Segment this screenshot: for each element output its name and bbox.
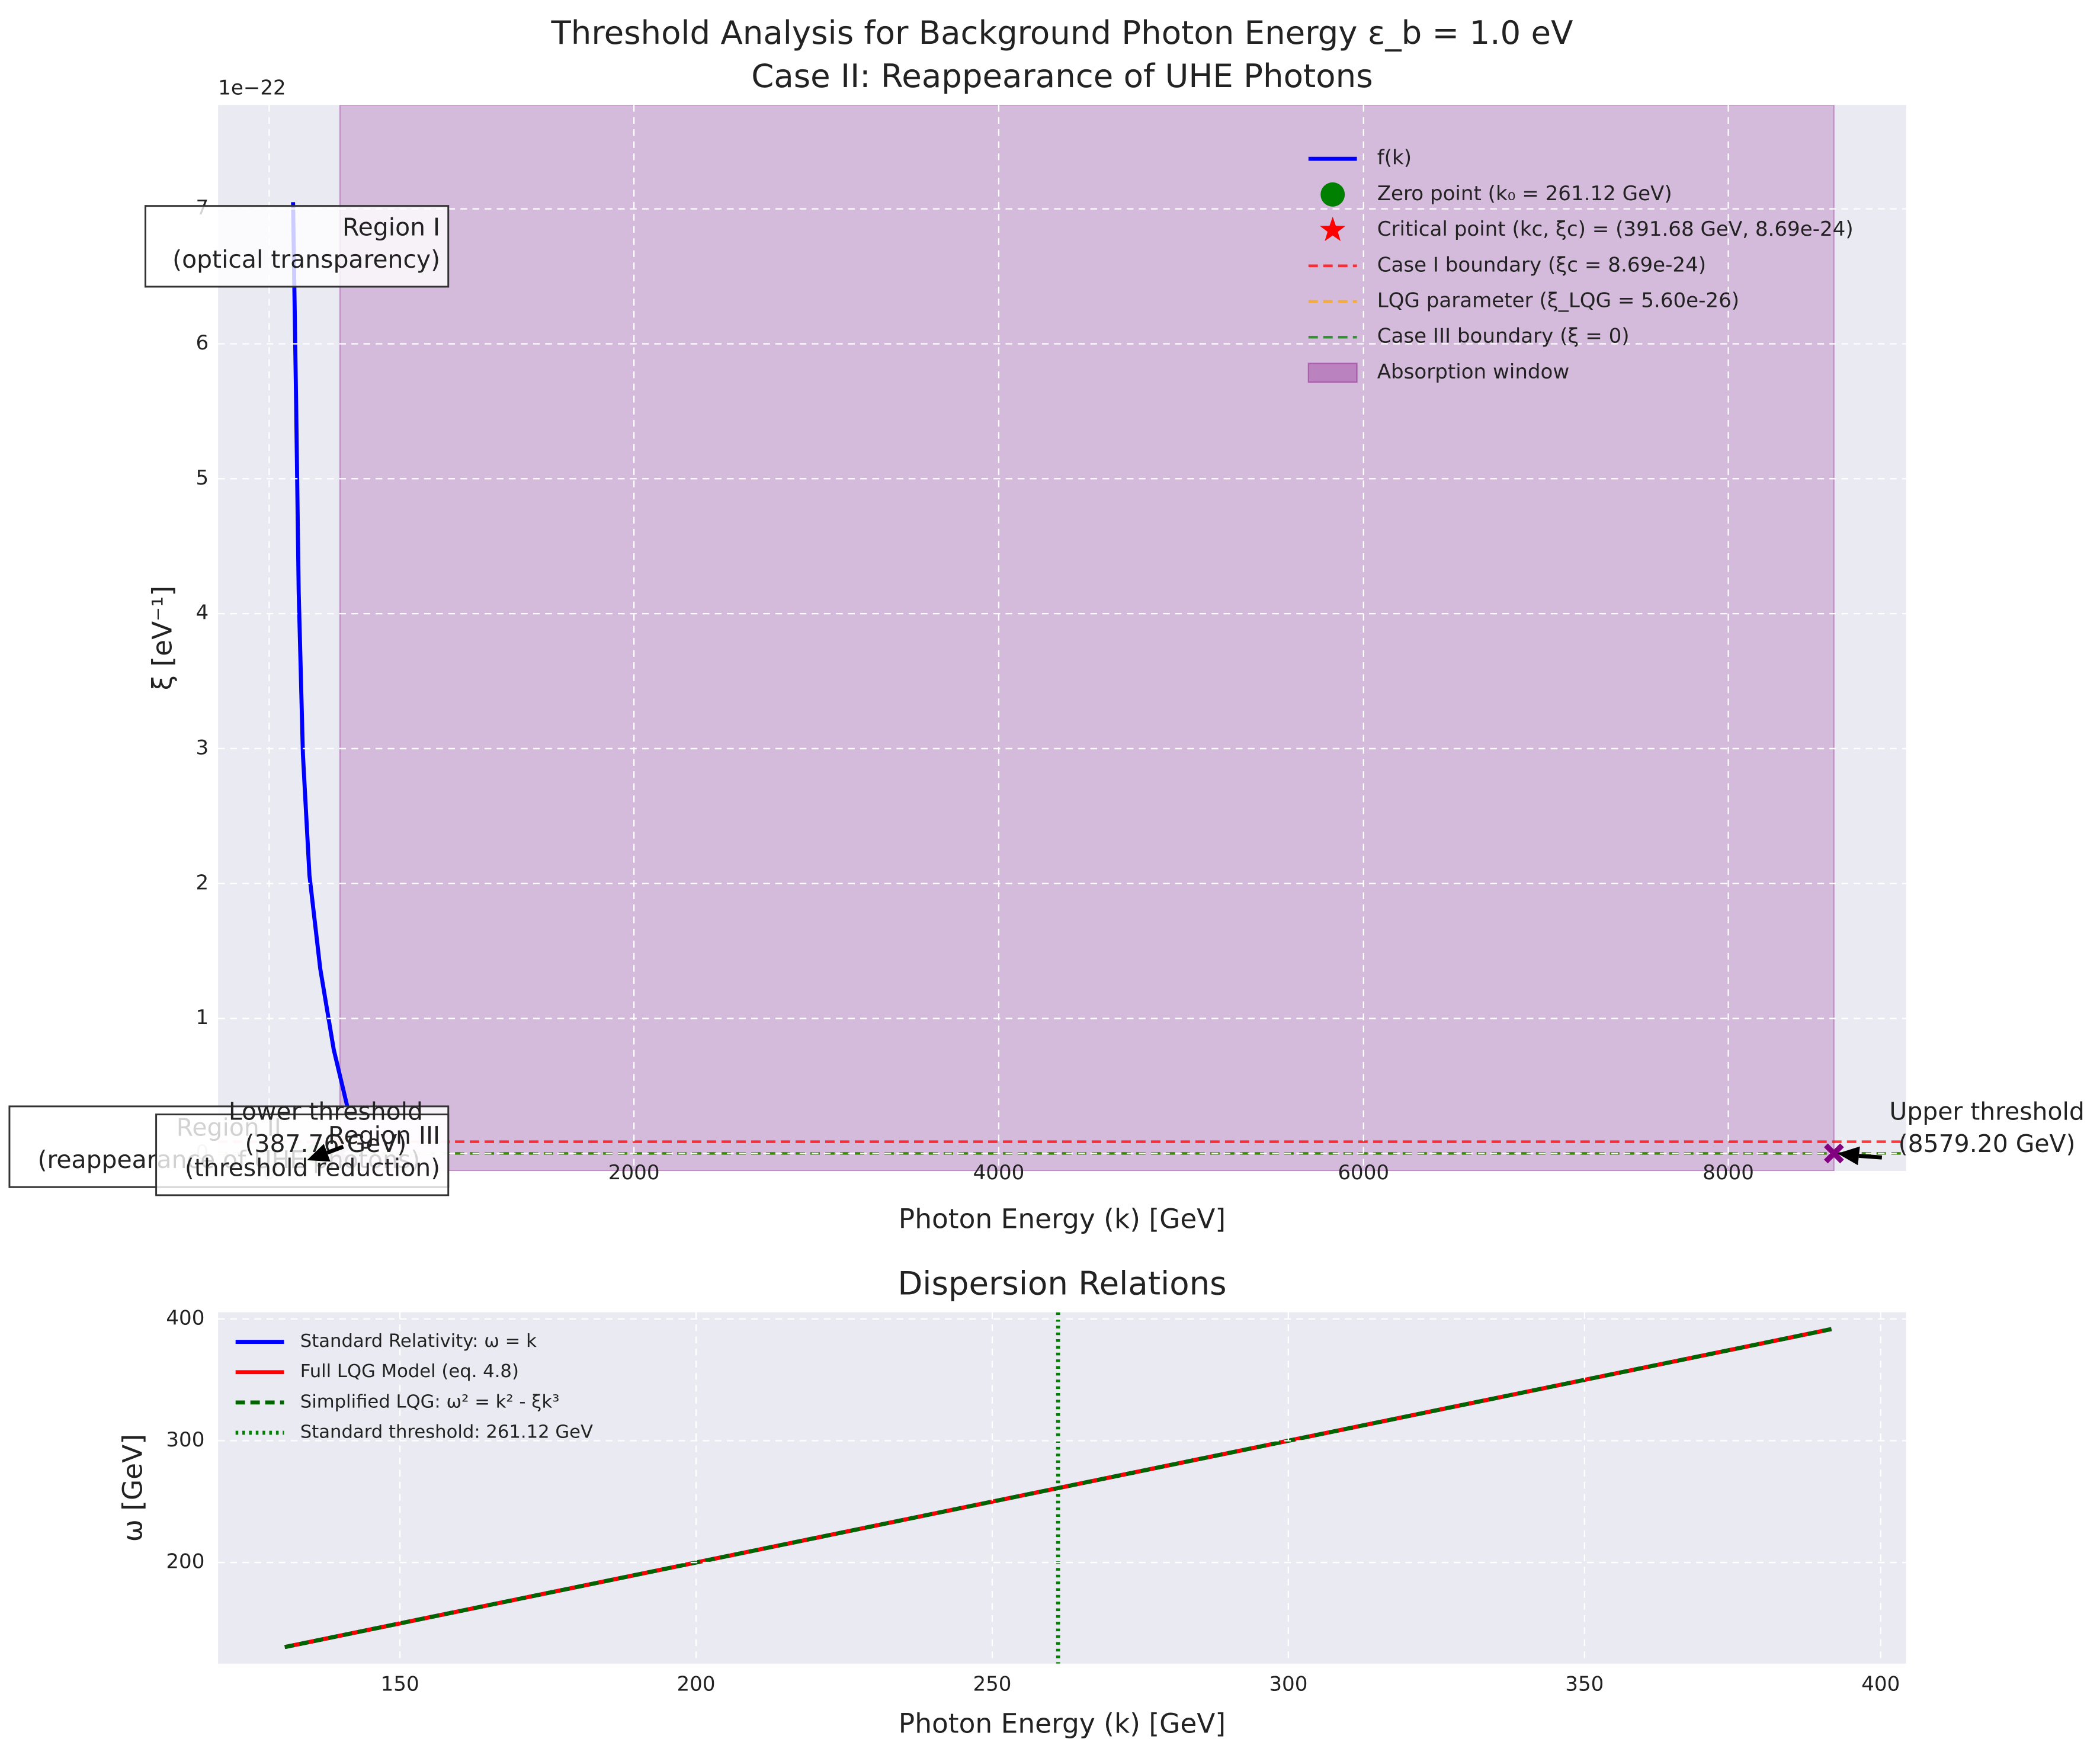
legend-label: Full LQG Model (eq. 4.8) [300,1361,519,1382]
legend-label: Simplified LQG: ω² = k² - ξk³ [300,1391,560,1412]
legend-swatch [1320,182,1345,207]
legend-label: LQG parameter (ξ_LQG = 5.60e-26) [1377,289,1739,313]
x-tick-label: 250 [973,1673,1011,1696]
chart-title: Dispersion Relations [897,1264,1226,1302]
legend-label: Case I boundary (ξc = 8.69e-24) [1377,253,1706,277]
arrow-head [1837,1146,1860,1166]
y-offset-label: 1e−22 [218,76,286,100]
threshold-marker [1824,1143,1844,1164]
region-label: Region I [342,213,440,241]
region-box [155,1114,450,1196]
y-tick-label: 2 [196,871,209,894]
x-tick-label: 8000 [1703,1161,1754,1185]
chart-title: Threshold Analysis for Background Photon… [551,14,1573,52]
threshold-label: Upper threshold [1889,1097,2084,1125]
y-tick-label: 3 [196,736,209,759]
series-line [291,202,350,1107]
x-tick-label: 300 [1269,1673,1307,1696]
chart-title: Case II: Reappearance of UHE Photons [751,57,1373,95]
y-tick-label: 400 [166,1306,204,1330]
legend-label: Standard threshold: 261.12 GeV [300,1422,593,1442]
y-tick-label: 6 [196,331,209,355]
region-box [144,205,450,288]
legend-label: Absorption window [1377,360,1570,384]
legend-label: Zero point (k₀ = 261.12 GeV) [1377,182,1672,206]
x-tick-label: 200 [677,1673,716,1696]
x-tick-label: 4000 [973,1161,1025,1185]
arrow-shaft [1858,1154,1883,1160]
x-tick-label: 2000 [608,1161,660,1185]
y-axis-label: ω [GeV] [117,1434,149,1542]
y-tick-label: 200 [166,1550,204,1574]
y-tick-label: 5 [196,466,209,490]
legend-label: Case III boundary (ξ = 0) [1377,325,1630,348]
absorption-window [339,105,1835,1171]
y-tick-label: 300 [166,1428,204,1452]
plot-area [218,105,1906,1171]
x-tick-label: 350 [1565,1673,1604,1696]
plot [284,1312,1832,1664]
region-label: Region III [328,1121,440,1150]
legend-label: f(k) [1377,146,1412,170]
region-label: (optical transparency) [172,245,440,274]
y-axis-label: ξ [eV⁻¹] [147,586,178,690]
x-tick-label: 150 [381,1673,419,1696]
legend-label: Standard Relativity: ω = k [300,1331,537,1352]
x-axis-label: Photon Energy (k) [GeV] [899,1708,1226,1740]
x-axis-label: Photon Energy (k) [GeV] [899,1204,1226,1235]
legend-swatch [1307,362,1358,383]
legend-label: Critical point (kc, ξc) = (391.68 GeV, 8… [1377,217,1854,241]
y-tick-label: 4 [196,601,209,625]
legend-swatch [1320,216,1346,241]
series-line [284,1327,1832,1650]
x-tick-label: 6000 [1338,1161,1389,1185]
threshold-label: Lower threshold [229,1097,423,1125]
arrow-head [307,1144,331,1162]
arrow-shaft [326,1144,344,1155]
y-tick-label: 1 [196,1006,209,1029]
x-tick-label: 400 [1861,1673,1900,1696]
threshold-label: (8579.20 GeV) [1899,1130,2076,1158]
